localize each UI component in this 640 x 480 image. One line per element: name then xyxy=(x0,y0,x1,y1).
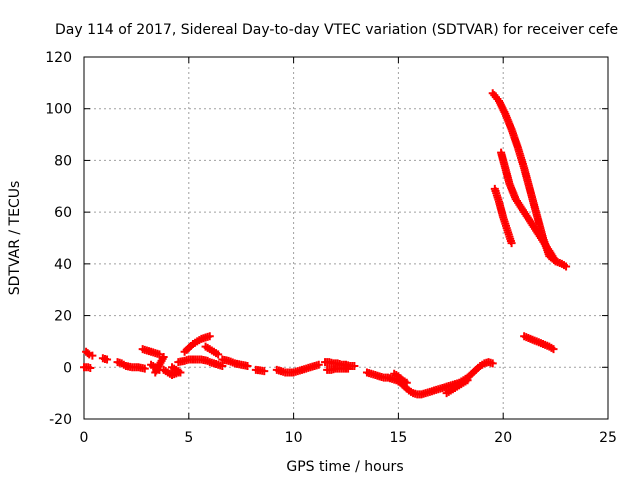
series-s15 xyxy=(251,365,269,376)
series-s19 xyxy=(362,358,497,399)
series-s21 xyxy=(442,376,472,398)
series-s13 xyxy=(205,358,227,370)
data-point xyxy=(314,360,323,369)
data-point xyxy=(463,376,472,385)
data-point xyxy=(83,349,92,358)
series-s18 xyxy=(323,364,353,374)
x-tick-label: 25 xyxy=(599,430,617,446)
y-tick-label: 20 xyxy=(54,309,72,325)
series-s24 xyxy=(490,184,516,248)
series-s11 xyxy=(174,355,212,367)
series-s5 xyxy=(138,345,164,359)
chart-title: Day 114 of 2017, Sidereal Day-to-day VTE… xyxy=(55,22,618,38)
series-s20 xyxy=(390,369,411,387)
data-point xyxy=(205,332,214,341)
y-tick-label: 120 xyxy=(45,50,72,66)
x-tick-label: 10 xyxy=(285,430,303,446)
data-point xyxy=(243,361,252,370)
series-s9 xyxy=(168,363,185,377)
x-tick-label: 5 xyxy=(184,430,193,446)
data-point xyxy=(176,368,185,377)
x-axis-label: GPS time / hours xyxy=(286,459,403,475)
series-s2 xyxy=(82,347,97,360)
data-point xyxy=(350,361,359,370)
x-tick-label: 15 xyxy=(389,430,407,446)
data-point xyxy=(488,359,497,368)
series-s22 xyxy=(488,89,571,271)
data-point xyxy=(214,350,223,359)
series-s14 xyxy=(218,355,252,370)
series-s10 xyxy=(180,332,214,356)
series-s25 xyxy=(520,332,558,354)
data-point xyxy=(140,364,149,373)
data-point xyxy=(507,239,516,248)
data-point xyxy=(88,351,97,360)
data-point xyxy=(260,367,269,376)
y-tick-label: 100 xyxy=(45,102,72,118)
series-s1 xyxy=(80,363,95,373)
y-tick-label: 80 xyxy=(54,153,72,169)
data-point xyxy=(159,352,168,361)
data-point xyxy=(551,257,560,266)
y-tick-label: -20 xyxy=(49,412,72,428)
series-s12 xyxy=(201,342,223,359)
x-tick-label: 0 xyxy=(80,430,89,446)
y-axis-label: SDTVAR / TECUs xyxy=(7,181,23,296)
series-s16 xyxy=(272,360,323,377)
data-point xyxy=(562,262,571,271)
y-tick-label: 0 xyxy=(63,360,72,376)
x-tick-label: 20 xyxy=(494,430,512,446)
data-point xyxy=(344,364,353,373)
data-points xyxy=(80,89,571,399)
data-point xyxy=(402,378,411,387)
data-point xyxy=(86,364,95,373)
data-point xyxy=(103,355,112,364)
y-tick-label: 40 xyxy=(54,257,72,273)
series-s7 xyxy=(151,352,168,377)
plot-frame xyxy=(83,56,609,420)
y-tick-label: 60 xyxy=(54,205,72,221)
data-point xyxy=(549,345,558,354)
series-s3 xyxy=(98,354,112,364)
axis-ticks: 0 5 10 15 20 25 -20 0 20 40 60 80 100 120 xyxy=(45,50,617,446)
data-point xyxy=(155,350,164,359)
series-s4 xyxy=(113,358,149,373)
series-s23 xyxy=(497,148,560,266)
